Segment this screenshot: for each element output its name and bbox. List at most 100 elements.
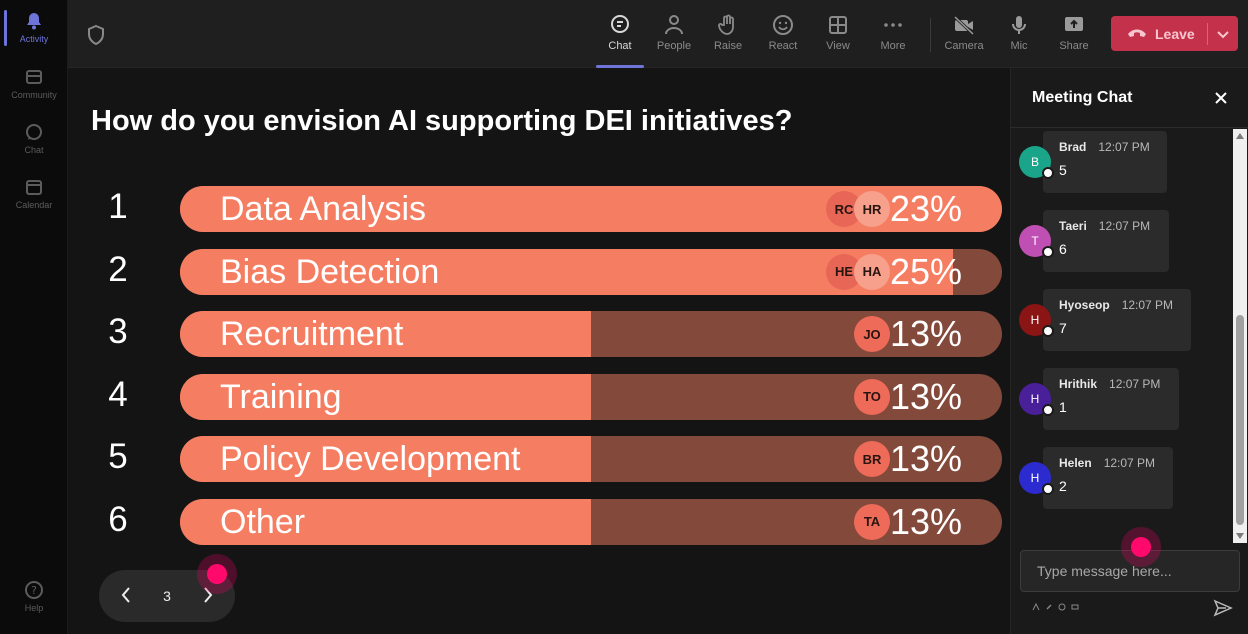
message-text: 6 <box>1059 241 1067 257</box>
message-input[interactable] <box>1020 550 1240 592</box>
rail-item-community[interactable]: Community <box>0 66 68 100</box>
option-number: 6 <box>108 499 128 539</box>
share-button-label: Share <box>1059 40 1089 52</box>
message-header: Brad 12:07 PM <box>1059 140 1151 154</box>
option-number: 4 <box>108 374 128 414</box>
bell-icon <box>23 10 45 32</box>
poll-option-percent: 23% <box>889 188 962 229</box>
react-button[interactable]: React <box>757 10 809 62</box>
shield-icon[interactable] <box>86 24 106 46</box>
scroll-down-icon[interactable] <box>1236 533 1244 539</box>
chat-icon <box>594 10 646 40</box>
send-icon[interactable] <box>1213 598 1233 618</box>
voter-avatar: RC <box>826 191 862 227</box>
rail-item-chat[interactable]: Chat <box>0 121 68 155</box>
rail-item-activity[interactable]: Activity <box>0 10 68 46</box>
chat-scrollbar[interactable] <box>1233 129 1247 543</box>
chat-title: Meeting Chat <box>1032 89 1133 106</box>
presence-badge <box>1042 325 1054 337</box>
format-icon[interactable] <box>1031 602 1040 611</box>
presence-badge <box>1042 246 1054 258</box>
close-icon[interactable] <box>1213 90 1229 106</box>
calendar-icon <box>23 176 45 198</box>
view-button-label: View <box>826 40 850 52</box>
poll-option-percent: 13% <box>889 438 962 479</box>
mic-icon <box>993 10 1045 40</box>
leave-divider <box>1207 22 1208 45</box>
next-button[interactable] <box>197 585 219 607</box>
presence-badge <box>1042 483 1054 495</box>
gif-icon[interactable] <box>1070 602 1079 611</box>
rail-item-label: Help <box>24 603 44 613</box>
chevron-down-icon <box>1217 26 1229 42</box>
chat-button[interactable]: Chat <box>594 10 646 68</box>
avatar-initial: H <box>1030 471 1040 485</box>
message-text: 2 <box>1059 478 1067 494</box>
avatar-initial: B <box>1030 155 1039 169</box>
poll-option-percent: 25% <box>889 250 962 292</box>
avatar: B <box>1019 146 1054 179</box>
leave-button[interactable]: Leave <box>1111 16 1238 51</box>
poll-option-bar[interactable]: Other TA 13% <box>180 498 1002 545</box>
poll-option-label: Other <box>220 502 306 541</box>
poll-question: How do you envision AI supporting DEI in… <box>91 105 793 137</box>
poll-option-bar[interactable]: Training TO 13% <box>180 373 1002 420</box>
leave-main[interactable]: Leave <box>1111 16 1207 51</box>
grid-icon <box>812 10 864 40</box>
message-time: 12:07 PM <box>1103 456 1156 470</box>
poll-option-fill <box>180 311 591 357</box>
voter-avatar: TO <box>854 378 890 415</box>
app-rail: Activity Community Chat Calendar ? Help <box>0 0 68 634</box>
leave-options-button[interactable] <box>1208 16 1238 51</box>
message-time: 12:07 PM <box>1109 377 1161 391</box>
mic-button[interactable]: Mic <box>993 10 1045 62</box>
voter-avatar: BR <box>854 441 890 477</box>
avatar: T <box>1019 225 1054 258</box>
poll-option-label: Data Analysis <box>220 190 426 228</box>
scroll-thumb[interactable] <box>1236 315 1244 525</box>
share-screen-icon <box>1048 10 1100 40</box>
emoji-icon[interactable] <box>1057 602 1066 611</box>
chat-icon <box>23 121 45 143</box>
voter-avatar: JO <box>854 316 890 352</box>
help-icon: ? <box>23 579 45 601</box>
message-bubble: Hyoseop 12:07 PM 7 <box>1043 289 1191 351</box>
attach-icon[interactable] <box>1044 602 1053 611</box>
camera-button[interactable]: Camera <box>938 10 990 62</box>
poll-option-fill <box>180 498 591 545</box>
rail-item-label: Activity <box>19 34 49 44</box>
rail-item-label: Chat <box>24 145 44 155</box>
more-button[interactable]: More <box>867 10 919 62</box>
scroll-up-icon[interactable] <box>1236 133 1244 139</box>
poll-option-label: Policy Development <box>220 440 521 478</box>
react-button-label: React <box>768 40 798 52</box>
poll-option-bar[interactable]: Data Analysis RC HR 23% <box>180 186 1002 232</box>
poll-option-bar[interactable]: Recruitment JO 13% <box>180 311 1002 357</box>
message-bubble: Hrithik 12:07 PM 1 <box>1043 368 1179 430</box>
poll-option-bar[interactable]: Bias Detection HE HA 25% <box>180 248 1002 295</box>
rail-item-calendar[interactable]: Calendar <box>0 176 68 210</box>
voter-avatar: HR <box>854 191 890 227</box>
sender-name: Hyoseop <box>1059 298 1110 312</box>
sender-name: Hrithik <box>1059 377 1098 391</box>
presence-badge <box>1042 404 1054 416</box>
hand-icon <box>702 10 754 40</box>
avatar-initial: T <box>1031 234 1039 248</box>
previous-button[interactable] <box>115 585 137 607</box>
avatar: H <box>1019 462 1054 495</box>
poll-option-fill <box>180 373 591 420</box>
message-time: 12:07 PM <box>1121 298 1174 312</box>
option-number: 3 <box>108 312 128 351</box>
people-button[interactable]: People <box>648 10 700 62</box>
poll-option-bar[interactable]: Policy Development BR 13% <box>180 436 1002 482</box>
view-button[interactable]: View <box>812 10 864 62</box>
share-button[interactable]: Share <box>1048 10 1100 62</box>
message-bubble: Brad 12:07 PM 5 <box>1043 131 1167 193</box>
camera-button-label: Camera <box>944 40 984 52</box>
rail-item-help[interactable]: ? Help <box>0 579 68 613</box>
raise-hand-button[interactable]: Raise <box>702 10 754 62</box>
svg-text:?: ? <box>31 584 37 597</box>
option-number: 5 <box>108 437 128 476</box>
message-time: 12:07 PM <box>1098 140 1150 154</box>
poll-option-label: Training <box>220 377 342 416</box>
